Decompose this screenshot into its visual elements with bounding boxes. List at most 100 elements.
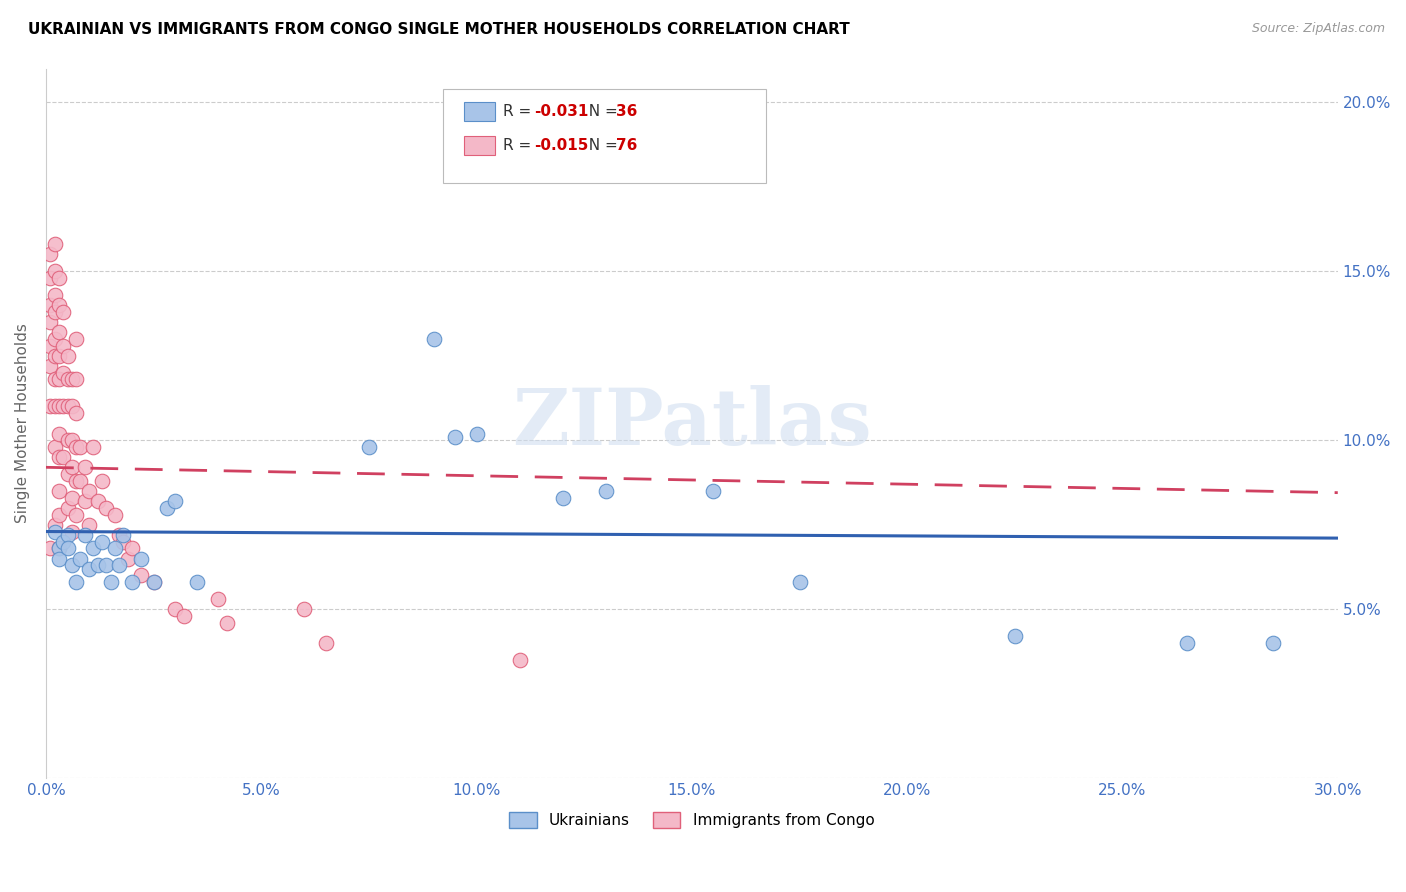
Point bbox=[65, 440, 87, 454]
Point bbox=[56, 528, 79, 542]
Point bbox=[422, 332, 444, 346]
Point bbox=[91, 474, 114, 488]
Point bbox=[48, 426, 70, 441]
Point bbox=[48, 508, 70, 522]
Point bbox=[56, 541, 79, 556]
Text: ZIPatlas: ZIPatlas bbox=[512, 385, 872, 461]
Point bbox=[142, 575, 165, 590]
Point bbox=[48, 271, 70, 285]
Point bbox=[39, 338, 62, 352]
Text: UKRAINIAN VS IMMIGRANTS FROM CONGO SINGLE MOTHER HOUSEHOLDS CORRELATION CHART: UKRAINIAN VS IMMIGRANTS FROM CONGO SINGL… bbox=[28, 22, 849, 37]
Point bbox=[129, 568, 152, 582]
Point bbox=[65, 474, 87, 488]
Point bbox=[595, 483, 617, 498]
Point bbox=[465, 426, 488, 441]
Point bbox=[104, 541, 127, 556]
Point bbox=[65, 508, 87, 522]
Point bbox=[56, 434, 79, 448]
Point bbox=[65, 406, 87, 420]
Point bbox=[44, 264, 66, 278]
Point bbox=[44, 524, 66, 539]
Point bbox=[56, 400, 79, 414]
Point bbox=[86, 558, 108, 573]
Point bbox=[86, 494, 108, 508]
Point bbox=[44, 237, 66, 252]
Point bbox=[48, 541, 70, 556]
Point bbox=[44, 288, 66, 302]
Point bbox=[39, 247, 62, 261]
Text: N =: N = bbox=[579, 138, 623, 153]
Point bbox=[48, 450, 70, 465]
Point bbox=[52, 534, 75, 549]
Point bbox=[77, 483, 100, 498]
Point bbox=[121, 575, 143, 590]
Text: Source: ZipAtlas.com: Source: ZipAtlas.com bbox=[1251, 22, 1385, 36]
Y-axis label: Single Mother Households: Single Mother Households bbox=[15, 324, 30, 524]
Point bbox=[52, 305, 75, 319]
Point bbox=[1263, 636, 1285, 650]
Point bbox=[82, 541, 104, 556]
Text: 76: 76 bbox=[616, 138, 637, 153]
Point bbox=[52, 450, 75, 465]
Point bbox=[173, 609, 195, 624]
Text: N =: N = bbox=[579, 104, 623, 119]
Point bbox=[91, 534, 114, 549]
Point bbox=[39, 298, 62, 312]
Legend: Ukrainians, Immigrants from Congo: Ukrainians, Immigrants from Congo bbox=[503, 806, 880, 834]
Point bbox=[56, 372, 79, 386]
Point bbox=[104, 508, 127, 522]
Point bbox=[52, 400, 75, 414]
Point bbox=[39, 271, 62, 285]
Point bbox=[48, 372, 70, 386]
Point bbox=[44, 372, 66, 386]
Point bbox=[96, 500, 118, 515]
Point bbox=[108, 558, 131, 573]
Point bbox=[142, 575, 165, 590]
Point bbox=[48, 541, 70, 556]
Point bbox=[48, 551, 70, 566]
Point bbox=[48, 483, 70, 498]
Point bbox=[82, 440, 104, 454]
Text: -0.015: -0.015 bbox=[534, 138, 589, 153]
Point bbox=[52, 338, 75, 352]
Point bbox=[44, 517, 66, 532]
Point bbox=[129, 551, 152, 566]
Point bbox=[48, 349, 70, 363]
Point bbox=[117, 551, 139, 566]
Point bbox=[215, 615, 238, 630]
Point bbox=[60, 524, 83, 539]
Point bbox=[52, 366, 75, 380]
Point bbox=[69, 440, 91, 454]
Point bbox=[551, 491, 574, 505]
Point bbox=[44, 440, 66, 454]
Text: R =: R = bbox=[503, 138, 537, 153]
Point bbox=[73, 460, 96, 475]
Point bbox=[69, 551, 91, 566]
Point bbox=[39, 541, 62, 556]
Point bbox=[44, 305, 66, 319]
Point bbox=[186, 575, 208, 590]
Point bbox=[1004, 629, 1026, 643]
Point bbox=[1175, 636, 1198, 650]
Point bbox=[165, 602, 187, 616]
Point bbox=[789, 575, 811, 590]
Point bbox=[112, 528, 135, 542]
Text: -0.031: -0.031 bbox=[534, 104, 589, 119]
Point bbox=[357, 440, 380, 454]
Point bbox=[292, 602, 315, 616]
Point bbox=[65, 372, 87, 386]
Point bbox=[39, 359, 62, 373]
Point bbox=[112, 534, 135, 549]
Point bbox=[39, 315, 62, 329]
Point bbox=[108, 528, 131, 542]
Point bbox=[48, 400, 70, 414]
Point bbox=[444, 430, 467, 444]
Point bbox=[77, 517, 100, 532]
Point bbox=[60, 372, 83, 386]
Point bbox=[121, 541, 143, 556]
Point bbox=[73, 494, 96, 508]
Point bbox=[56, 349, 79, 363]
Point bbox=[73, 528, 96, 542]
Point bbox=[65, 575, 87, 590]
Point bbox=[48, 298, 70, 312]
